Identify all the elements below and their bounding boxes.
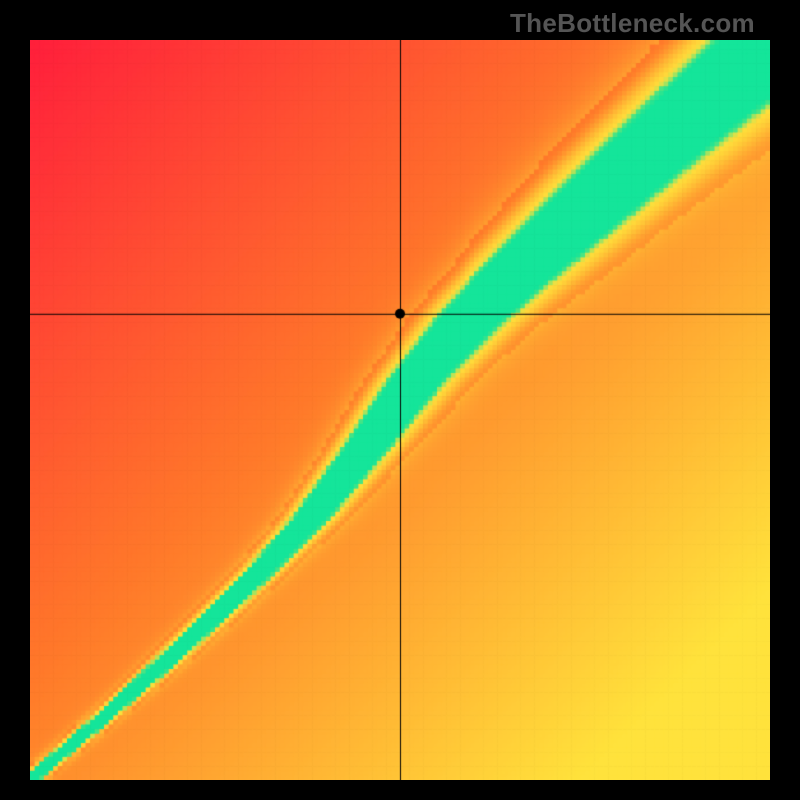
chart-container: TheBottleneck.com: [0, 0, 800, 800]
heatmap-canvas: [30, 40, 770, 780]
watermark-text: TheBottleneck.com: [510, 8, 755, 39]
